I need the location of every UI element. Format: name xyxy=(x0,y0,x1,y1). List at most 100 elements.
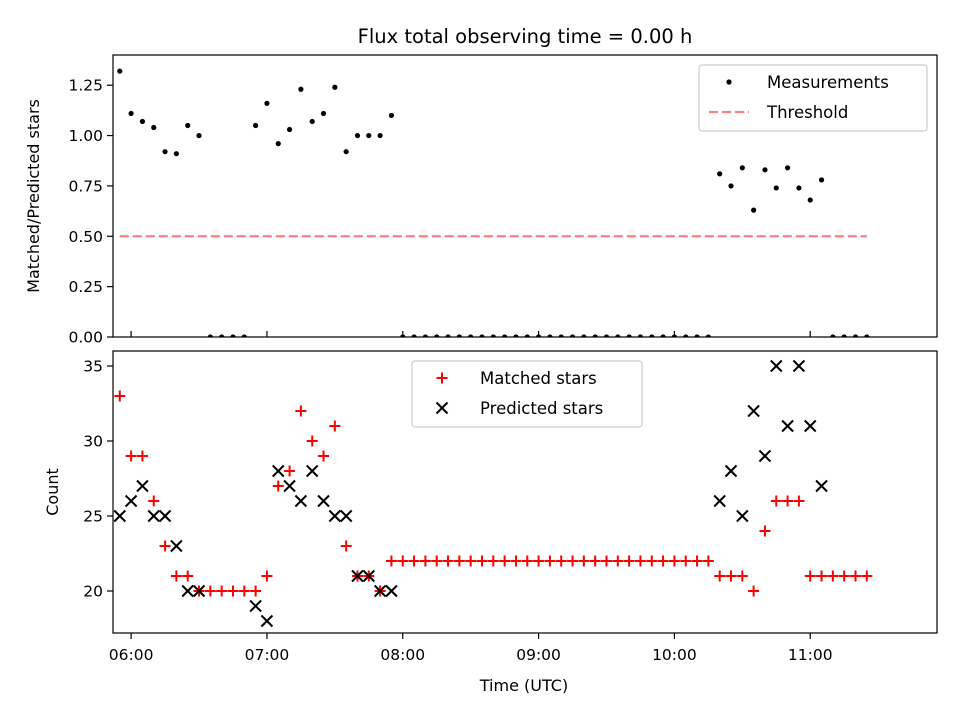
x-axis-label: Time (UTC) xyxy=(479,676,568,695)
data-point xyxy=(830,334,836,337)
data-point xyxy=(793,495,805,507)
y-tick: 35 xyxy=(83,358,113,376)
x-stroke xyxy=(113,509,126,523)
data-point xyxy=(306,464,319,478)
data-point xyxy=(524,334,530,337)
data-point xyxy=(533,555,545,567)
y-tick: 0.25 xyxy=(68,278,113,296)
x-tick-label: 07:00 xyxy=(245,646,290,664)
data-point xyxy=(567,555,579,567)
data-point xyxy=(125,450,137,462)
data-point xyxy=(422,334,428,337)
data-point xyxy=(158,509,172,523)
x-tick-label: 10:00 xyxy=(652,646,697,664)
data-point xyxy=(151,124,157,131)
data-point xyxy=(113,509,126,523)
data-point xyxy=(340,540,352,552)
x-stroke xyxy=(747,404,760,418)
data-point xyxy=(216,585,228,597)
data-point xyxy=(253,122,259,129)
data-point xyxy=(162,149,168,155)
data-point xyxy=(182,570,194,582)
data-point xyxy=(762,167,768,173)
data-point xyxy=(128,110,134,117)
x-tick: 07:00 xyxy=(245,633,290,664)
data-point xyxy=(385,584,398,598)
data-point xyxy=(603,334,610,337)
data-point xyxy=(781,419,794,433)
data-point xyxy=(792,359,806,373)
chart-title: Flux total observing time = 0.00 h xyxy=(358,25,693,48)
data-point xyxy=(388,112,395,119)
data-point xyxy=(626,334,632,337)
data-point xyxy=(170,539,183,553)
data-point xyxy=(230,334,236,337)
x-stroke xyxy=(136,479,149,493)
x-stroke xyxy=(385,584,398,598)
data-point xyxy=(555,555,567,567)
data-point xyxy=(351,569,364,583)
x-stroke xyxy=(294,494,308,508)
data-point xyxy=(569,334,576,337)
data-point xyxy=(691,555,703,567)
ratio-chart: Flux total observing time = 0.00 h Match… xyxy=(24,25,938,347)
y-tick: 30 xyxy=(83,433,113,451)
y-tick-label: 20 xyxy=(83,583,103,601)
data-point xyxy=(445,334,451,337)
y-axis-label: Count xyxy=(43,468,62,516)
data-point xyxy=(513,334,519,337)
data-point xyxy=(726,79,732,85)
data-point xyxy=(272,480,284,492)
data-point xyxy=(238,585,250,597)
legend-entry: Threshold xyxy=(709,103,848,122)
x-stroke xyxy=(158,509,172,523)
legend-entry: Matched stars xyxy=(436,369,597,388)
data-point xyxy=(861,570,873,582)
x-stroke xyxy=(435,401,449,415)
legend: Matched stars Predicted stars xyxy=(411,360,643,428)
data-point xyxy=(329,420,341,432)
data-point xyxy=(408,555,420,567)
x-tick: 09:00 xyxy=(516,633,561,664)
data-point xyxy=(702,555,714,567)
x-tick-label: 11:00 xyxy=(788,646,833,664)
data-point xyxy=(295,405,307,417)
data-point xyxy=(377,132,383,139)
data-point xyxy=(362,569,376,583)
axes-frame xyxy=(112,350,938,634)
x-tick: 11:00 xyxy=(788,633,833,664)
data-point xyxy=(818,177,825,183)
data-point xyxy=(717,171,723,177)
data-point xyxy=(747,404,760,418)
data-point xyxy=(249,599,262,613)
data-point xyxy=(284,465,296,477)
data-point xyxy=(264,100,270,106)
data-point xyxy=(490,334,496,337)
x-stroke xyxy=(306,464,319,478)
x-stroke xyxy=(792,359,806,373)
x-stroke xyxy=(249,599,262,613)
data-point xyxy=(196,132,202,139)
data-point xyxy=(339,509,353,523)
data-point xyxy=(838,570,850,582)
x-stroke xyxy=(804,419,817,433)
y-tick-label: 0.00 xyxy=(68,329,103,347)
series-measurements xyxy=(117,68,870,337)
data-point xyxy=(124,494,138,508)
x-stroke xyxy=(170,539,183,553)
data-point xyxy=(275,141,281,147)
data-point xyxy=(521,555,533,567)
data-point xyxy=(850,570,862,582)
data-point xyxy=(170,570,182,582)
data-point xyxy=(581,334,587,337)
data-point xyxy=(736,509,749,523)
plot-area xyxy=(113,359,873,628)
data-point xyxy=(328,509,342,523)
data-point xyxy=(332,84,338,90)
data-point xyxy=(294,494,308,508)
series-layer xyxy=(113,359,873,628)
legend-label: Measurements xyxy=(767,73,889,92)
data-point xyxy=(476,555,488,567)
axes: 0.00 0.25 0.50 0.75 1.00 1.25 xyxy=(68,54,938,347)
data-point xyxy=(649,334,655,337)
